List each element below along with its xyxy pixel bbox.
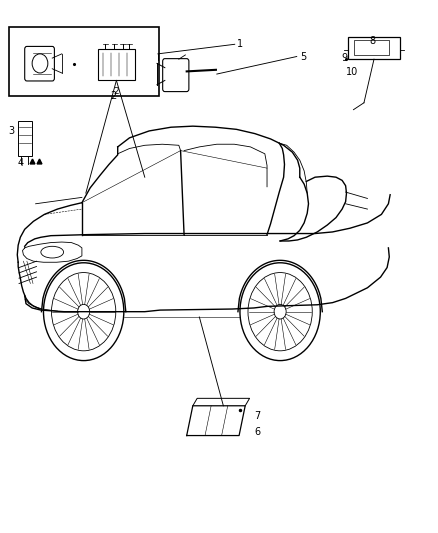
Text: 1: 1 — [237, 39, 243, 49]
Text: 3: 3 — [9, 126, 15, 136]
Bar — [9, 27, 159, 96]
Text: 4: 4 — [17, 158, 23, 168]
Text: 6: 6 — [254, 427, 260, 438]
Bar — [98, 49, 135, 80]
Bar — [354, 40, 389, 55]
Text: 10: 10 — [346, 68, 358, 77]
Text: 2: 2 — [110, 91, 117, 101]
Text: 9: 9 — [341, 53, 347, 62]
Text: 5: 5 — [300, 52, 306, 61]
Bar — [18, 122, 32, 156]
Text: 8: 8 — [370, 36, 376, 45]
Text: 2: 2 — [113, 87, 119, 96]
Bar — [348, 37, 400, 59]
Text: 7: 7 — [254, 411, 260, 422]
